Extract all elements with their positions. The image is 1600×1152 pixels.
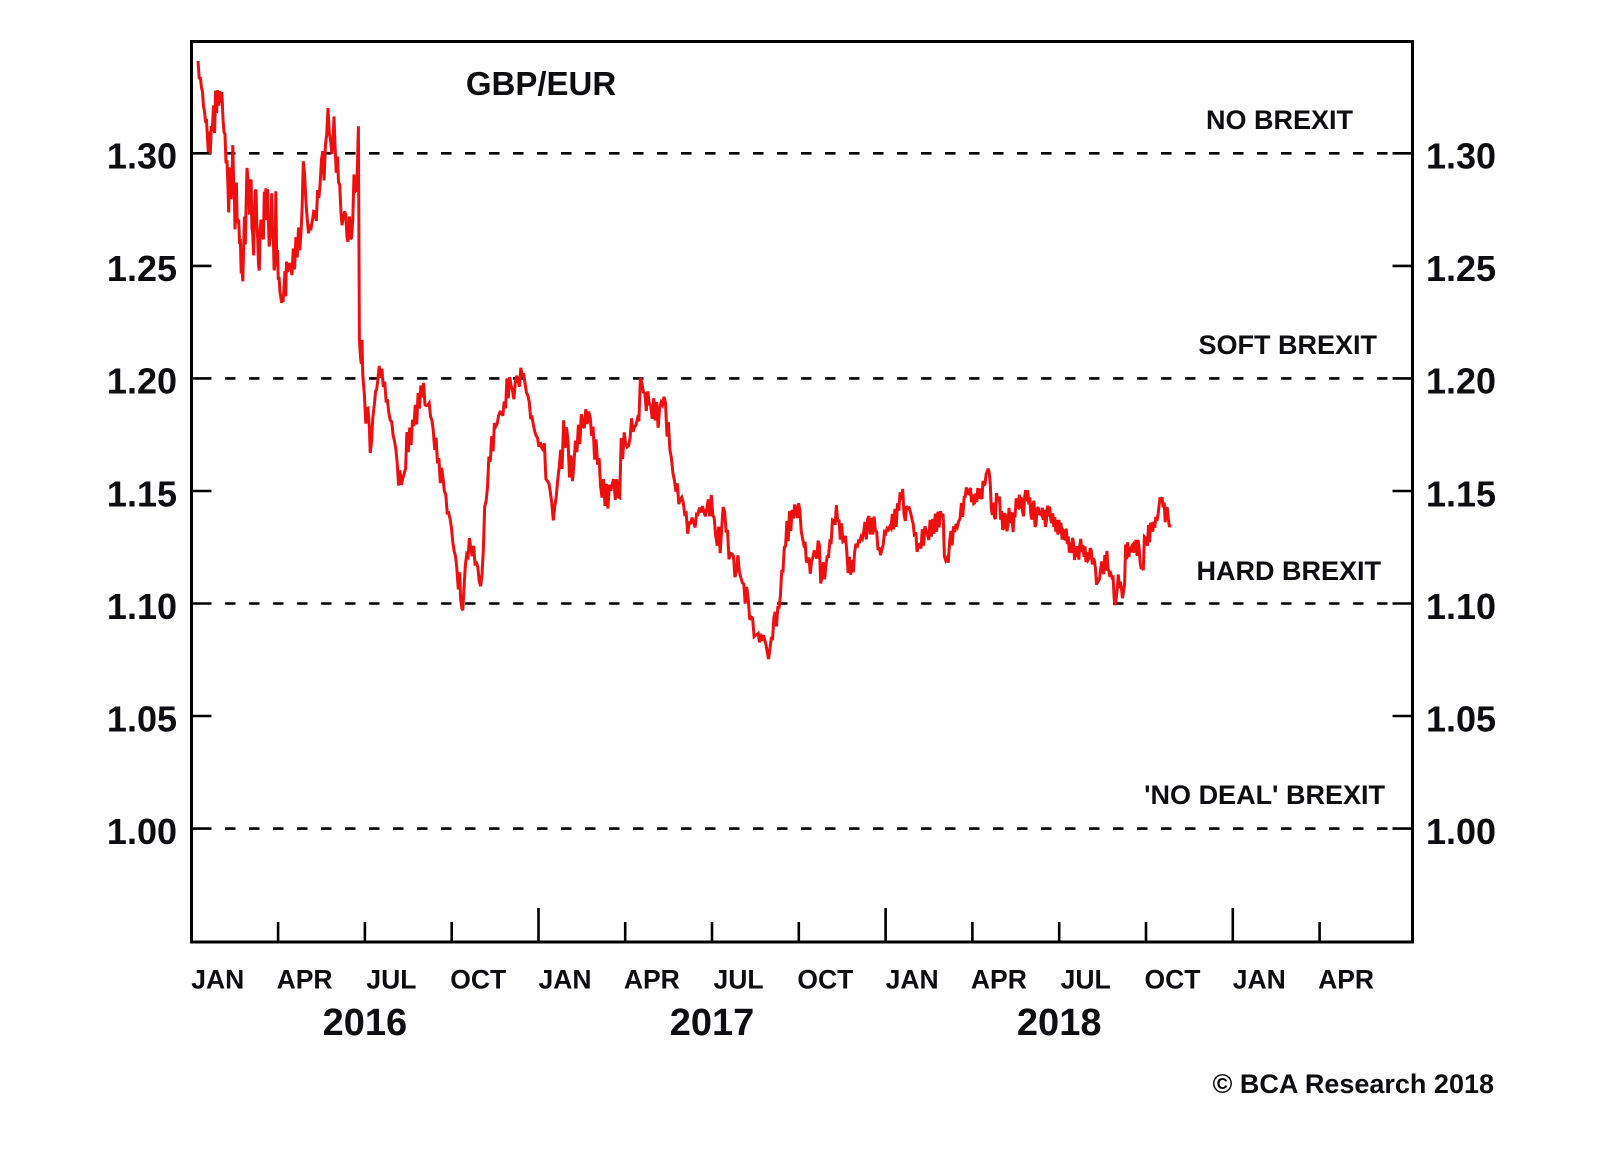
svg-text:APR: APR — [624, 965, 680, 995]
svg-text:OCT: OCT — [1145, 965, 1201, 995]
svg-text:JAN: JAN — [191, 965, 244, 995]
svg-text:1.10: 1.10 — [107, 586, 177, 627]
svg-text:'NO DEAL' BREXIT: 'NO DEAL' BREXIT — [1144, 780, 1385, 810]
svg-text:1.05: 1.05 — [107, 698, 177, 739]
svg-text:1.25: 1.25 — [1426, 248, 1496, 289]
svg-text:1.00: 1.00 — [1426, 811, 1496, 852]
svg-text:1.30: 1.30 — [1426, 136, 1496, 177]
svg-text:OCT: OCT — [450, 965, 506, 995]
svg-text:1.30: 1.30 — [107, 136, 177, 177]
svg-text:1.05: 1.05 — [1426, 698, 1496, 739]
svg-text:GBP/EUR: GBP/EUR — [466, 65, 617, 102]
svg-text:2016: 2016 — [323, 1002, 408, 1044]
svg-text:2017: 2017 — [670, 1002, 755, 1044]
svg-text:JAN: JAN — [538, 965, 591, 995]
svg-text:© BCA Research 2018: © BCA Research 2018 — [1212, 1069, 1494, 1099]
svg-text:1.15: 1.15 — [1426, 473, 1496, 514]
svg-text:1.10: 1.10 — [1426, 586, 1496, 627]
svg-text:1.15: 1.15 — [107, 473, 177, 514]
svg-text:JUL: JUL — [366, 965, 416, 995]
svg-text:JAN: JAN — [886, 965, 939, 995]
svg-text:1.20: 1.20 — [1426, 361, 1496, 402]
svg-text:JAN: JAN — [1233, 965, 1286, 995]
svg-text:1.20: 1.20 — [107, 361, 177, 402]
svg-text:APR: APR — [1318, 965, 1374, 995]
svg-text:1.00: 1.00 — [107, 811, 177, 852]
svg-text:1.25: 1.25 — [107, 248, 177, 289]
svg-text:APR: APR — [971, 965, 1027, 995]
svg-text:JUL: JUL — [1061, 965, 1111, 995]
svg-text:OCT: OCT — [797, 965, 853, 995]
svg-text:SOFT BREXIT: SOFT BREXIT — [1198, 330, 1377, 360]
svg-text:JUL: JUL — [713, 965, 763, 995]
svg-text:NO BREXIT: NO BREXIT — [1206, 105, 1354, 135]
svg-text:HARD BREXIT: HARD BREXIT — [1196, 556, 1381, 586]
svg-text:2018: 2018 — [1017, 1002, 1102, 1044]
svg-text:APR: APR — [277, 965, 333, 995]
